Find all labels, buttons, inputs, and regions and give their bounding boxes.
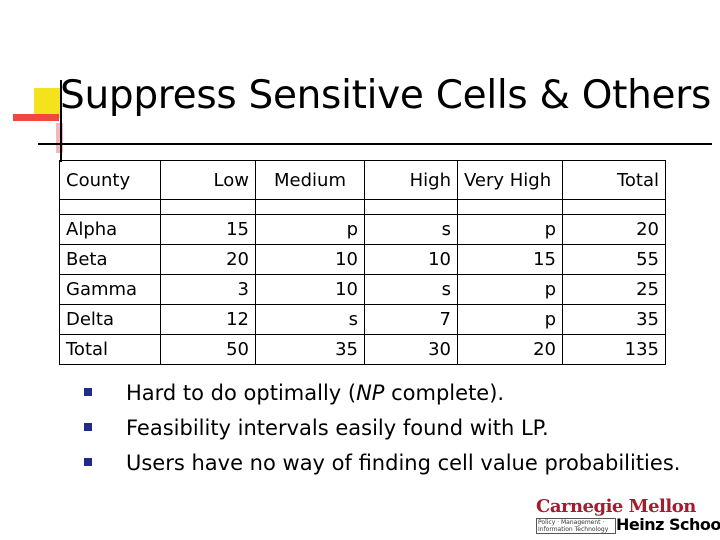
table-cell: 20: [160, 244, 256, 275]
bullet-square-icon: [84, 388, 92, 396]
table-cell: p: [457, 304, 563, 335]
bullet-text: complete).: [384, 381, 505, 405]
table-cell: 55: [562, 244, 666, 275]
table-cell: p: [255, 214, 365, 245]
list-item: Hard to do optimally (NP complete).: [84, 376, 680, 411]
table-cell: p: [457, 214, 563, 245]
table-cell: 30: [364, 334, 458, 365]
bullet-square-icon: [84, 423, 92, 431]
table-cell: 12: [160, 304, 256, 335]
title-decoration-yellow-square: [34, 88, 62, 118]
title-underline: [38, 143, 712, 145]
table-spacer-row: [59, 199, 666, 215]
table-row: Alpha 15 p s p 20: [59, 214, 666, 245]
table-cell: Alpha: [59, 214, 161, 245]
bullet-text: Feasibility intervals easily found with …: [126, 416, 549, 440]
header-medium: Medium: [255, 160, 365, 200]
header-very-high: Very High: [457, 160, 563, 200]
table-cell: 7: [364, 304, 458, 335]
table-row: Delta 12 s 7 p 35: [59, 304, 666, 335]
table-header-row: County Low Medium High Very High Total: [59, 160, 666, 200]
table-cell: s: [364, 214, 458, 245]
logo-university-name: Carnegie Mellon: [536, 496, 696, 517]
table-cell: 35: [255, 334, 365, 365]
bullet-text: Users have no way of finding cell value …: [126, 451, 681, 475]
table-row: Total 50 35 30 20 135: [59, 334, 666, 365]
carnegie-mellon-heinz-logo: Carnegie Mellon Policy · Management · In…: [536, 496, 720, 536]
title-decoration-pink-bar: [56, 123, 63, 153]
table-row: Beta 20 10 10 15 55: [59, 244, 666, 275]
table-cell: Delta: [59, 304, 161, 335]
table-cell: 50: [160, 334, 256, 365]
table-cell: s: [364, 274, 458, 305]
header-high: High: [364, 160, 458, 200]
list-item: Users have no way of finding cell value …: [84, 446, 680, 481]
bullet-list: Hard to do optimally (NP complete). Feas…: [84, 376, 680, 481]
table-cell: 135: [562, 334, 666, 365]
header-total: Total: [562, 160, 666, 200]
table-cell: 3: [160, 274, 256, 305]
table-cell: Total: [59, 334, 161, 365]
table-cell: Beta: [59, 244, 161, 275]
table-cell: 10: [255, 244, 365, 275]
bullet-square-icon: [84, 458, 92, 466]
table-cell: Gamma: [59, 274, 161, 305]
table-cell: s: [255, 304, 365, 335]
table-cell: 20: [457, 334, 563, 365]
county-table: County Low Medium High Very High Total A…: [59, 160, 666, 365]
table-row: Gamma 3 10 s p 25: [59, 274, 666, 305]
table-cell: 10: [255, 274, 365, 305]
logo-school-name: Heinz School: [616, 515, 720, 534]
title-decoration-vertical-line: [60, 80, 62, 162]
bullet-text-italic: NP: [356, 381, 385, 405]
header-low: Low: [160, 160, 256, 200]
title-decoration-red-bar: [13, 114, 59, 121]
list-item: Feasibility intervals easily found with …: [84, 411, 680, 446]
table-cell: 10: [364, 244, 458, 275]
slide-title: Suppress Sensitive Cells & Others: [60, 73, 711, 118]
bullet-text: Hard to do optimally (: [126, 381, 357, 405]
table-cell: 20: [562, 214, 666, 245]
table-cell: 15: [457, 244, 563, 275]
table-cell: p: [457, 274, 563, 305]
header-county: County: [59, 160, 161, 200]
table-cell: 35: [562, 304, 666, 335]
table-cell: 15: [160, 214, 256, 245]
table-cell: 25: [562, 274, 666, 305]
logo-tagline: Policy · Management · Information Techno…: [536, 518, 616, 534]
